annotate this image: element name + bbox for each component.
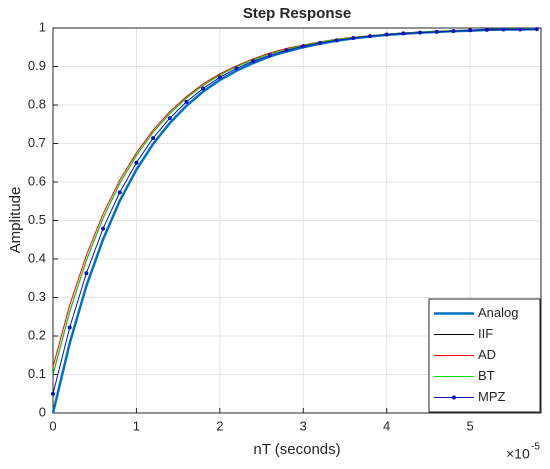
series-marker: [367, 34, 372, 39]
x-tick-label: 3: [300, 418, 307, 433]
series-marker: [134, 160, 139, 165]
series-marker: [351, 36, 356, 41]
chart-title: Step Response: [243, 5, 351, 22]
y-tick-label: 0.1: [28, 366, 46, 381]
series-marker: [151, 136, 156, 141]
legend-label: MPZ: [478, 389, 506, 404]
series-marker: [484, 27, 489, 32]
series-marker: [67, 325, 72, 330]
series-marker: [217, 75, 222, 80]
y-tick-label: 0.9: [28, 58, 46, 73]
y-tick-label: 1: [39, 19, 46, 34]
x-multiplier-exponent: -5: [531, 442, 540, 453]
series-marker: [434, 29, 439, 34]
series-marker: [234, 66, 239, 71]
series-marker: [518, 27, 523, 32]
series-marker: [418, 30, 423, 35]
y-tick-label: 0.7: [28, 135, 46, 150]
series-marker: [167, 116, 172, 121]
x-tick-label: 1: [133, 418, 140, 433]
y-tick-label: 0.6: [28, 173, 46, 188]
y-tick-label: 0.2: [28, 327, 46, 342]
x-tick-label: 4: [383, 418, 390, 433]
series-marker: [51, 391, 55, 396]
legend-label: Analog: [478, 305, 518, 320]
series-marker: [401, 31, 406, 36]
x-multiplier-base: ×10: [506, 446, 530, 462]
legend-marker: [452, 395, 456, 400]
y-tick-label: 0.8: [28, 96, 46, 111]
series-marker: [267, 53, 272, 58]
series-marker: [201, 86, 206, 91]
series-marker: [534, 27, 539, 32]
plot-frame: [52, 27, 542, 414]
series-marker: [301, 44, 306, 49]
series-marker: [384, 32, 389, 37]
series-marker: [84, 271, 89, 276]
legend-label: AD: [478, 347, 496, 362]
y-tick-label: 0.3: [28, 289, 46, 304]
series-marker: [451, 29, 456, 34]
series-marker: [468, 28, 473, 33]
y-tick-label: 0.5: [28, 212, 46, 227]
series-marker: [317, 41, 322, 46]
series-marker: [501, 27, 506, 32]
x-axis-label: nT (seconds): [253, 441, 340, 458]
x-tick-label: 2: [216, 418, 223, 433]
legend-label: IIF: [478, 326, 493, 341]
series-marker: [101, 226, 106, 231]
x-tick-label: 5: [466, 418, 473, 433]
series-marker: [251, 59, 256, 64]
series-marker: [117, 190, 122, 195]
x-tick-label: 0: [49, 418, 56, 433]
series-marker: [184, 99, 189, 104]
y-axis-label: Amplitude: [7, 187, 24, 254]
series-line: [52, 28, 537, 394]
y-tick-label: 0: [39, 404, 46, 419]
legend-label: BT: [478, 368, 495, 383]
series-marker: [334, 38, 339, 43]
y-tick-label: 0.4: [28, 250, 46, 265]
series-marker: [284, 48, 289, 53]
